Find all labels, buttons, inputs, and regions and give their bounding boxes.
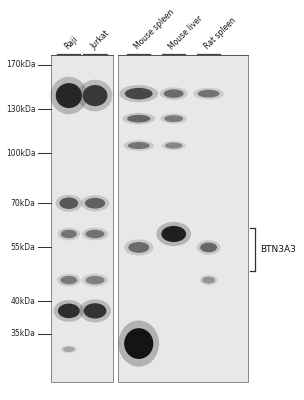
Ellipse shape (128, 242, 149, 253)
Ellipse shape (58, 304, 80, 318)
Ellipse shape (86, 230, 105, 238)
Ellipse shape (118, 320, 159, 367)
Ellipse shape (54, 300, 84, 322)
Ellipse shape (84, 303, 106, 318)
Ellipse shape (202, 277, 215, 284)
Bar (51, 55, 112, 382)
Text: 35kDa: 35kDa (10, 330, 35, 338)
Ellipse shape (82, 274, 108, 286)
Ellipse shape (161, 226, 186, 242)
Ellipse shape (123, 140, 154, 151)
Ellipse shape (85, 198, 105, 209)
Ellipse shape (81, 195, 109, 211)
Ellipse shape (198, 90, 219, 98)
Ellipse shape (78, 80, 112, 112)
Text: Jurkat: Jurkat (89, 29, 111, 51)
Text: 70kDa: 70kDa (10, 199, 35, 208)
Ellipse shape (161, 114, 187, 124)
Ellipse shape (83, 85, 107, 106)
Ellipse shape (61, 230, 77, 238)
Ellipse shape (57, 274, 81, 286)
Text: Mouse liver: Mouse liver (167, 14, 205, 51)
Ellipse shape (197, 240, 220, 255)
Ellipse shape (59, 198, 78, 209)
Text: Raji: Raji (62, 35, 79, 51)
Ellipse shape (193, 88, 224, 100)
Ellipse shape (86, 276, 105, 284)
Ellipse shape (127, 115, 150, 122)
Ellipse shape (165, 142, 182, 149)
Ellipse shape (124, 328, 153, 359)
Ellipse shape (160, 87, 188, 100)
Ellipse shape (79, 299, 111, 322)
Ellipse shape (56, 194, 82, 212)
Ellipse shape (164, 90, 184, 98)
Ellipse shape (63, 347, 75, 352)
Ellipse shape (128, 142, 150, 149)
Text: 55kDa: 55kDa (10, 243, 35, 252)
Ellipse shape (164, 115, 183, 122)
Text: 170kDa: 170kDa (6, 60, 35, 69)
Ellipse shape (82, 228, 108, 240)
Text: Mouse spleen: Mouse spleen (132, 8, 176, 51)
Ellipse shape (119, 85, 158, 102)
Ellipse shape (200, 243, 217, 252)
Ellipse shape (161, 141, 186, 150)
Ellipse shape (56, 83, 82, 108)
Text: Rat spleen: Rat spleen (202, 16, 237, 51)
Text: 100kDa: 100kDa (6, 149, 35, 158)
Ellipse shape (123, 113, 155, 124)
Ellipse shape (199, 275, 218, 285)
Ellipse shape (60, 345, 78, 353)
Text: BTN3A3: BTN3A3 (260, 245, 295, 254)
Text: 130kDa: 130kDa (6, 104, 35, 114)
Ellipse shape (58, 228, 80, 240)
Ellipse shape (124, 239, 154, 256)
Ellipse shape (60, 276, 77, 284)
Text: 40kDa: 40kDa (10, 297, 35, 306)
Bar (118, 55, 248, 382)
Ellipse shape (156, 222, 191, 246)
Ellipse shape (50, 77, 87, 114)
Ellipse shape (125, 88, 153, 100)
